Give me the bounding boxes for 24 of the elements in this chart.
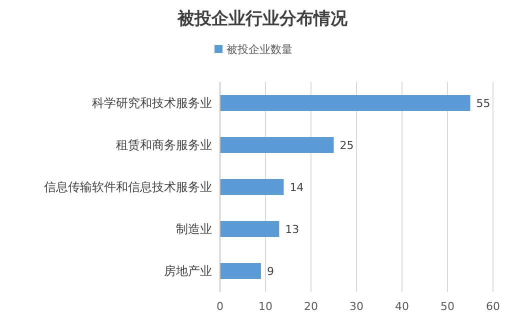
bar (220, 221, 280, 237)
x-tick-label: 30 (350, 300, 364, 313)
y-tick-label: 房地产业 (164, 264, 212, 278)
y-tick-label: 租赁和商务服务业 (116, 138, 212, 152)
data-label: 9 (266, 265, 274, 278)
bar (220, 137, 334, 153)
legend-label: 被投企业数量 (226, 43, 292, 56)
data-label: 13 (285, 223, 300, 236)
x-tick-label: 50 (440, 300, 454, 313)
y-tick-label: 科学研究和技术服务业 (92, 96, 212, 110)
bar (220, 263, 261, 279)
chart-title: 被投企业行业分布情况 (176, 9, 348, 29)
x-tick-label: 0 (216, 300, 224, 313)
bar (220, 179, 284, 195)
x-tick-label: 40 (395, 300, 409, 313)
y-tick-label: 制造业 (176, 222, 212, 236)
x-tick-label: 10 (258, 300, 272, 313)
data-label: 14 (290, 181, 304, 194)
y-tick-label: 信息传输软件和信息技术服务业 (44, 180, 212, 194)
x-tick-label: 20 (304, 300, 318, 313)
x-tick-label: 60 (486, 300, 500, 313)
data-label: 25 (340, 139, 354, 152)
bar (220, 95, 470, 111)
data-label: 55 (476, 97, 490, 110)
